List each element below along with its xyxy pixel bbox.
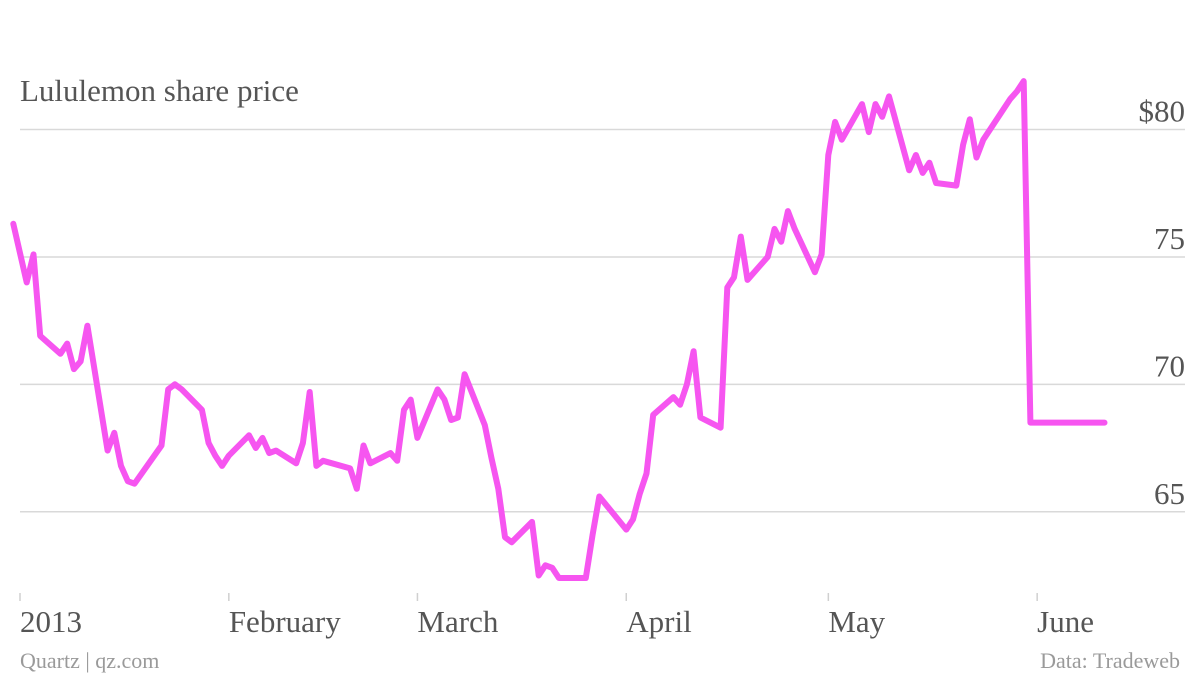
- x-tick-label: March: [417, 604, 498, 639]
- x-tick-label: June: [1037, 604, 1094, 639]
- chart-title: Lululemon share price: [20, 73, 299, 108]
- x-tick-label: February: [229, 604, 341, 639]
- y-tick-label: 70: [1154, 348, 1185, 383]
- y-tick-label: 65: [1154, 476, 1185, 511]
- x-tick-label: April: [626, 604, 691, 639]
- y-axis-labels: 65 70 75 $80: [1139, 94, 1186, 511]
- x-tick-label: 2013: [20, 604, 82, 639]
- share-price-line: [10, 78, 1108, 581]
- x-axis-labels: 2013 February March April May June: [20, 604, 1094, 639]
- gridlines: [20, 128, 1185, 513]
- x-axis-ticks: [19, 593, 1038, 601]
- x-tick-label: May: [828, 604, 885, 639]
- y-tick-label: 75: [1154, 221, 1185, 256]
- footer-source-right: Data: Tradeweb: [1040, 648, 1180, 673]
- y-tick-label: $80: [1139, 94, 1186, 129]
- series-layer: [10, 78, 1108, 581]
- footer-source-left: Quartz | qz.com: [20, 648, 159, 673]
